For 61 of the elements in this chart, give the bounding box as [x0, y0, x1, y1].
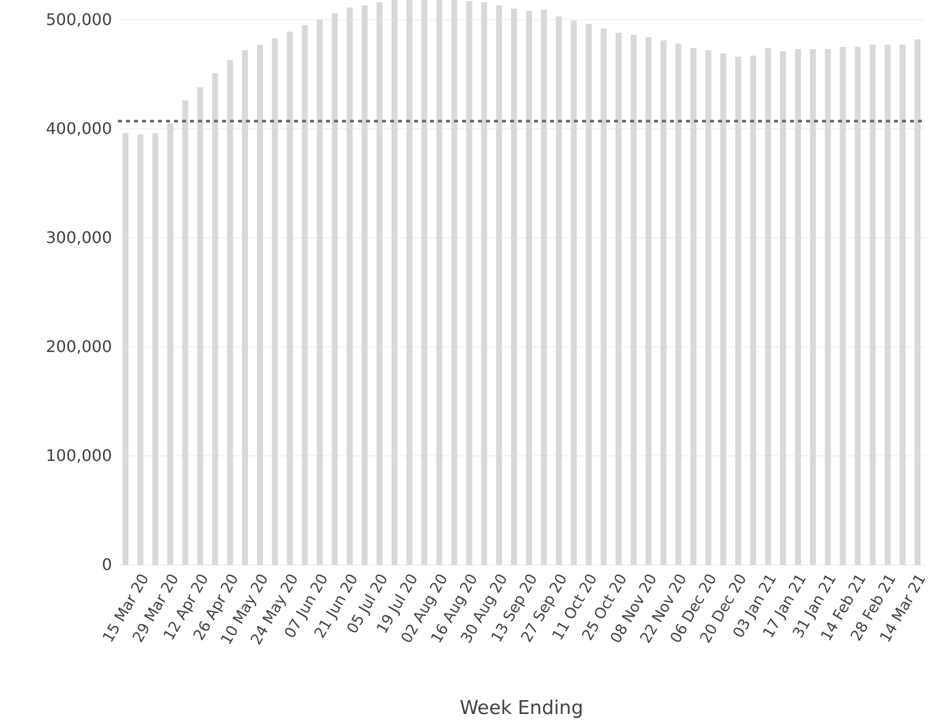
- bar: [705, 50, 712, 565]
- bar: [436, 0, 442, 565]
- bar: [526, 10, 532, 565]
- y-tick-label: 100,000: [46, 446, 112, 466]
- bar: [794, 49, 801, 565]
- bar: [840, 46, 846, 565]
- bar: [780, 51, 786, 565]
- bar: [332, 13, 338, 565]
- bar: [511, 8, 518, 565]
- bar: [302, 25, 308, 565]
- bar: [720, 53, 726, 565]
- bar: [391, 0, 398, 565]
- y-tick-label: 200,000: [46, 336, 112, 356]
- bar: [496, 5, 502, 565]
- bar: [616, 32, 622, 565]
- bar: [690, 48, 696, 565]
- bar: [466, 1, 472, 565]
- y-tick-label: 500,000: [46, 10, 112, 29]
- bar: [660, 40, 666, 565]
- bar: [272, 38, 278, 565]
- bar: [227, 60, 234, 565]
- bar: [900, 44, 906, 565]
- bar: [765, 48, 772, 565]
- bar: [810, 49, 816, 565]
- bar: [242, 50, 248, 565]
- bar: [122, 133, 128, 565]
- bar: [675, 44, 682, 565]
- bar: [914, 39, 921, 565]
- bar: [600, 28, 607, 565]
- bar: [540, 10, 547, 565]
- bar: [630, 34, 637, 565]
- bar: [735, 56, 742, 565]
- y-tick-label: 0: [102, 555, 112, 574]
- bar: [870, 44, 876, 565]
- bar: [421, 0, 428, 565]
- bar: [824, 49, 831, 565]
- bar: [376, 2, 383, 565]
- bar: [646, 37, 652, 565]
- bar: [750, 56, 756, 565]
- bar: [286, 32, 293, 565]
- bar: [481, 2, 488, 565]
- bar: [182, 100, 188, 565]
- bar: [167, 123, 174, 565]
- x-axis-title: Week Ending: [460, 697, 584, 719]
- bar: [152, 133, 158, 565]
- bar: [316, 20, 323, 565]
- bar: [346, 8, 353, 565]
- bar: [362, 5, 368, 565]
- bar: [854, 46, 861, 565]
- bar: [556, 16, 562, 565]
- bar: [256, 44, 263, 565]
- bar: [406, 0, 412, 565]
- bar: [197, 87, 204, 565]
- bar: [884, 44, 891, 565]
- bar: [586, 24, 592, 565]
- y-tick-label: 400,000: [46, 118, 112, 138]
- bar: [212, 73, 218, 565]
- bar: [570, 20, 577, 565]
- bar: [137, 134, 144, 565]
- bar: [451, 0, 458, 565]
- y-tick-label: 300,000: [46, 228, 112, 247]
